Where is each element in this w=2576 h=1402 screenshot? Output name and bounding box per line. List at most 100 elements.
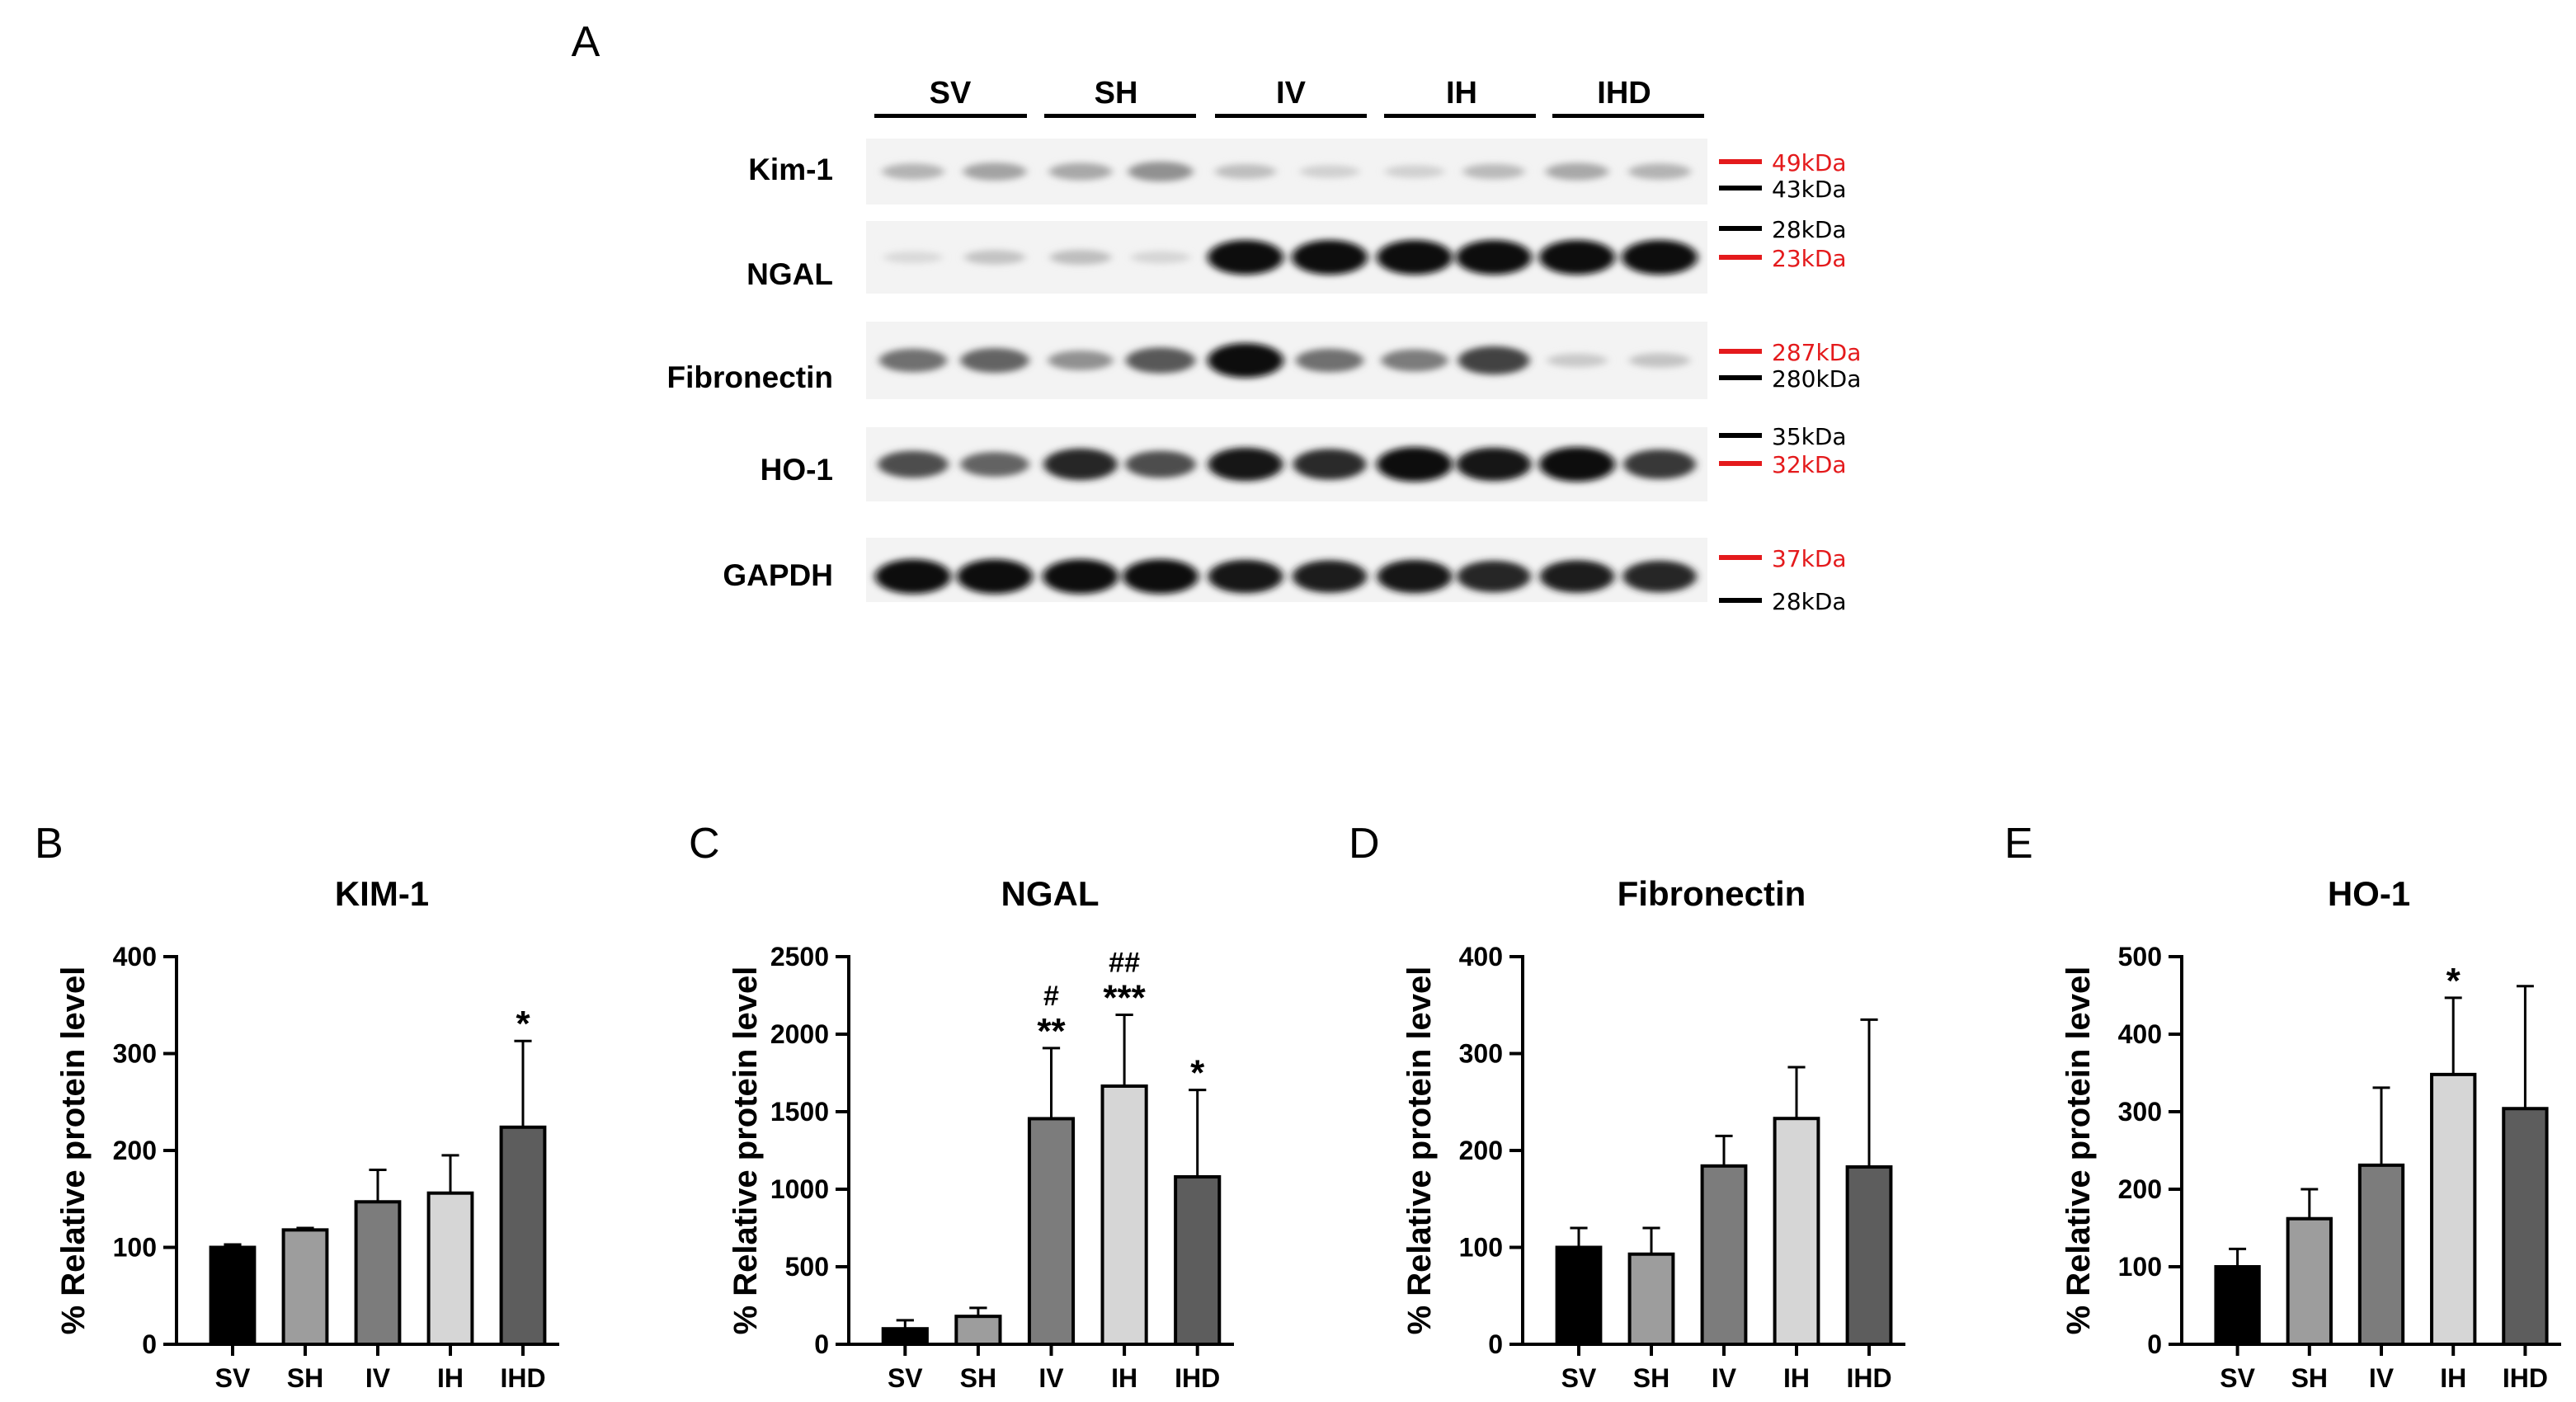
bar-iv (1027, 1117, 1076, 1346)
band-ngal-lane-3 (1049, 250, 1112, 265)
marker-text-fibronectin-2: 280kDa (1772, 365, 1861, 393)
y-tick-label: 1000 (770, 1174, 829, 1204)
significance-mark-ih: ## (1109, 948, 1140, 979)
band-fibronectin-lane-10 (1629, 353, 1690, 368)
x-tick-label-sh: SH (960, 1363, 996, 1393)
panel-label-e: E (2004, 820, 2033, 868)
group-line-ih (1384, 114, 1536, 118)
y-tick-label: 0 (2147, 1329, 2162, 1359)
band-fibronectin-lane-9 (1547, 353, 1608, 368)
band-fibronectin-lane-7 (1381, 349, 1448, 372)
marker-text-gapdh-1: 37kDa (1772, 545, 1847, 572)
band-ho-1-lane-5 (1208, 447, 1283, 482)
band-ngal-lane-7 (1377, 240, 1453, 275)
group-label-iv: IV (1276, 76, 1307, 111)
marker-text-ho-1-1: 35kDa (1772, 423, 1847, 450)
band-kim-1-lane-7 (1384, 165, 1445, 178)
y-tick-label: 2500 (770, 942, 829, 972)
band-ngal-lane-4 (1130, 251, 1191, 264)
band-ho-1-lane-2 (960, 452, 1029, 477)
bar-ih (426, 1191, 474, 1346)
bar-sv (1555, 1245, 1603, 1346)
band-kim-1-lane-5 (1214, 164, 1277, 179)
x-tick-label-sv: SV (1561, 1363, 1597, 1393)
y-tick-label: 100 (2118, 1252, 2162, 1282)
y-axis-label: % Relative protein level (2060, 967, 2097, 1335)
bar-ih (2430, 1072, 2477, 1346)
band-gapdh-lane-2 (957, 559, 1033, 594)
y-tick-label: 500 (785, 1252, 829, 1282)
marker-text-gapdh-2: 28kDa (1772, 588, 1847, 615)
x-tick-label-sv: SV (2220, 1363, 2255, 1393)
band-ngal-lane-2 (964, 250, 1025, 265)
marker-line-fibronectin-2 (1719, 375, 1762, 380)
x-tick-label-ih: IH (437, 1363, 464, 1393)
significance-mark-iv: # (1043, 981, 1059, 1012)
significance-mark-ihd: * (1190, 1053, 1205, 1094)
band-gapdh-lane-5 (1208, 559, 1283, 594)
x-tick-label-sh: SH (2291, 1363, 2328, 1393)
band-gapdh-lane-1 (875, 559, 951, 594)
x-tick-label-ih: IH (2440, 1363, 2466, 1393)
band-ho-1-lane-8 (1456, 447, 1532, 482)
band-ho-1-lane-1 (878, 450, 949, 478)
marker-line-gapdh-2 (1719, 598, 1762, 603)
marker-line-ngal-2 (1719, 255, 1762, 260)
band-fibronectin-lane-5 (1208, 343, 1283, 378)
bar-ihd (1174, 1174, 1222, 1346)
band-ngal-lane-10 (1622, 240, 1698, 275)
blot-row-label-ho-1: HO-1 (761, 453, 833, 487)
x-tick-label-iv: IV (1712, 1363, 1737, 1393)
x-tick-label-ih: IH (1783, 1363, 1810, 1393)
marker-line-kim-1-1 (1719, 159, 1762, 164)
y-tick-label: 0 (814, 1329, 829, 1359)
blot-row-label-kim-1: Kim-1 (748, 153, 833, 186)
y-axis-label: % Relative protein level (728, 967, 764, 1335)
y-tick-label: 0 (1488, 1329, 1503, 1359)
band-kim-1-lane-2 (963, 162, 1027, 181)
y-tick-label: 1500 (770, 1097, 829, 1127)
bar-sv (209, 1245, 257, 1346)
marker-line-gapdh-1 (1719, 555, 1762, 560)
band-fibronectin-lane-8 (1458, 346, 1530, 375)
marker-line-ngal-1 (1719, 226, 1762, 231)
band-ho-1-lane-7 (1377, 447, 1453, 482)
band-ngal-lane-8 (1456, 240, 1532, 275)
band-kim-1-lane-6 (1299, 165, 1360, 178)
significance-mark-ih: *** (1103, 978, 1146, 1019)
y-tick-label: 100 (1459, 1233, 1503, 1263)
x-tick-label-ihd: IHD (1846, 1363, 1891, 1393)
bar-iv (354, 1200, 402, 1347)
bar-ihd (2502, 1107, 2549, 1346)
y-tick-label: 300 (2118, 1097, 2162, 1127)
bar-sv (2214, 1265, 2261, 1346)
band-gapdh-lane-4 (1123, 559, 1199, 594)
marker-line-ho-1-2 (1719, 461, 1762, 466)
group-label-ihd: IHD (1597, 76, 1651, 111)
x-tick-label-ihd: IHD (500, 1363, 545, 1393)
band-kim-1-lane-10 (1628, 163, 1691, 180)
band-gapdh-lane-9 (1539, 560, 1615, 593)
y-axis-label: % Relative protein level (1401, 967, 1438, 1335)
band-ho-1-lane-6 (1293, 449, 1367, 480)
x-tick-label-iv: IV (1038, 1363, 1064, 1393)
bar-iv (2357, 1163, 2405, 1346)
y-tick-label: 400 (2118, 1019, 2162, 1049)
marker-text-ho-1-2: 32kDa (1772, 451, 1847, 478)
group-line-sh (1044, 114, 1196, 118)
x-tick-label-sh: SH (1633, 1363, 1669, 1393)
band-gapdh-lane-6 (1292, 560, 1368, 593)
bar-sv (881, 1327, 929, 1346)
marker-line-kim-1-2 (1719, 186, 1762, 191)
marker-line-ho-1-1 (1719, 433, 1762, 438)
y-tick-label: 300 (1459, 1039, 1503, 1069)
x-tick-label-ihd: IHD (2503, 1363, 2548, 1393)
band-kim-1-lane-8 (1462, 163, 1525, 180)
band-ho-1-lane-4 (1125, 450, 1196, 478)
band-fibronectin-lane-1 (878, 348, 948, 373)
x-tick-label-ih: IH (1111, 1363, 1137, 1393)
blot-row-label-gapdh: GAPDH (723, 558, 833, 592)
band-ho-1-lane-9 (1539, 447, 1615, 482)
group-line-sv (874, 114, 1027, 118)
